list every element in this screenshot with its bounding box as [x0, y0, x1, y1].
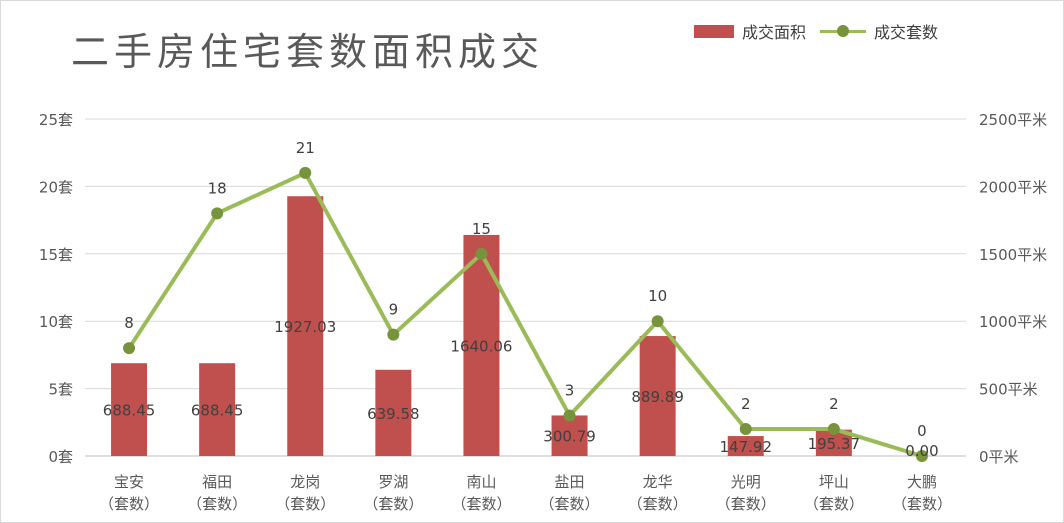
x-tick-sublabel: （套数） [275, 495, 335, 513]
legend-item-count: 成交套数 [806, 19, 938, 43]
y-left-tick-label: 0套 [48, 448, 73, 466]
bar-data-label: 688.45 [103, 402, 156, 420]
y-left-tick-label: 25套 [39, 111, 73, 129]
y-right-tick-label: 1000平米 [979, 313, 1047, 331]
bar [375, 369, 412, 456]
bar-data-label: 147.92 [720, 438, 773, 456]
bar [111, 363, 148, 456]
y-left-tick-label: 10套 [39, 313, 73, 331]
x-tick-sublabel: （套数） [187, 495, 247, 513]
line-data-label: 2 [829, 395, 839, 413]
bar [727, 436, 764, 456]
chart-legend: 成交面积 成交套数 [694, 19, 938, 43]
x-tick-label: 龙华 [643, 473, 673, 491]
bar-data-label: 195.37 [808, 435, 861, 453]
legend-label-area: 成交面积 [742, 23, 807, 42]
y-right-tick-label: 500平米 [979, 381, 1038, 399]
bar-data-label: 1640.06 [450, 337, 512, 355]
bar-data-label: 300.79 [543, 428, 596, 446]
line-point [211, 207, 224, 220]
bar-data-label: 889.89 [631, 388, 684, 406]
legend-line-swatch [820, 24, 867, 37]
line-data-label: 9 [389, 301, 399, 319]
line-data-label: 3 [565, 382, 575, 400]
line-point [827, 423, 840, 436]
line-data-label: 2 [741, 395, 751, 413]
y-right-tick-label: 0平米 [979, 448, 1019, 466]
legend-label-count: 成交套数 [874, 23, 939, 42]
x-tick-sublabel: （套数） [628, 495, 688, 513]
x-tick-label: 光明 [731, 473, 761, 491]
line-data-label: 21 [296, 139, 315, 157]
x-tick-label: 福田 [202, 473, 232, 491]
legend-item-area: 成交面积 [694, 19, 806, 43]
y-left-tick-label: 20套 [39, 178, 73, 196]
y-right-tick-label: 2000平米 [979, 178, 1047, 196]
line-point [915, 450, 928, 462]
x-tick-sublabel: （套数） [716, 495, 776, 513]
y-right-tick-label: 1500平米 [979, 246, 1047, 264]
y-left-tick-label: 15套 [39, 246, 73, 264]
bar [287, 196, 324, 456]
x-tick-sublabel: （套数） [540, 495, 600, 513]
x-tick-sublabel: （套数） [99, 495, 159, 513]
line-data-label: 18 [208, 179, 227, 197]
bar [551, 415, 588, 456]
bar-data-label: 1927.03 [274, 318, 336, 336]
x-tick-sublabel: （套数） [451, 495, 511, 513]
x-tick-sublabel: （套数） [363, 495, 423, 513]
y-left-tick-label: 5套 [48, 381, 73, 399]
x-tick-label: 坪山 [819, 473, 849, 491]
x-tick-label: 大鹏 [907, 473, 937, 491]
line-point [475, 247, 488, 260]
line-data-label: 10 [648, 287, 667, 305]
legend-bar-swatch [694, 24, 734, 38]
chart-title: 二手房住宅套数面积成交 [71, 30, 545, 74]
line-data-label: 0 [917, 422, 927, 440]
line-data-label: 8 [124, 314, 134, 332]
x-tick-sublabel: （套数） [804, 495, 864, 513]
line-point [563, 409, 576, 422]
bar-data-label: 639.58 [367, 405, 420, 423]
series-line [127, 170, 923, 458]
y-right-tick-label: 2500平米 [979, 111, 1047, 129]
bar [199, 363, 236, 456]
x-tick-label: 龙岗 [290, 473, 320, 491]
line-point [299, 166, 312, 179]
line-point [651, 315, 664, 328]
bar [639, 336, 676, 456]
line-point [123, 342, 136, 355]
x-tick-sublabel: （套数） [892, 495, 952, 513]
bar-data-label: 688.45 [191, 402, 244, 420]
line-point [387, 328, 400, 341]
x-tick-label: 盐田 [555, 473, 585, 491]
x-tick-label: 宝安 [114, 473, 144, 491]
line-data-label: 15 [472, 220, 491, 238]
x-tick-label: 罗湖 [378, 473, 408, 491]
bar-data-label: 0.00 [905, 442, 938, 460]
x-tick-label: 南山 [466, 473, 496, 491]
line-point [739, 423, 752, 436]
